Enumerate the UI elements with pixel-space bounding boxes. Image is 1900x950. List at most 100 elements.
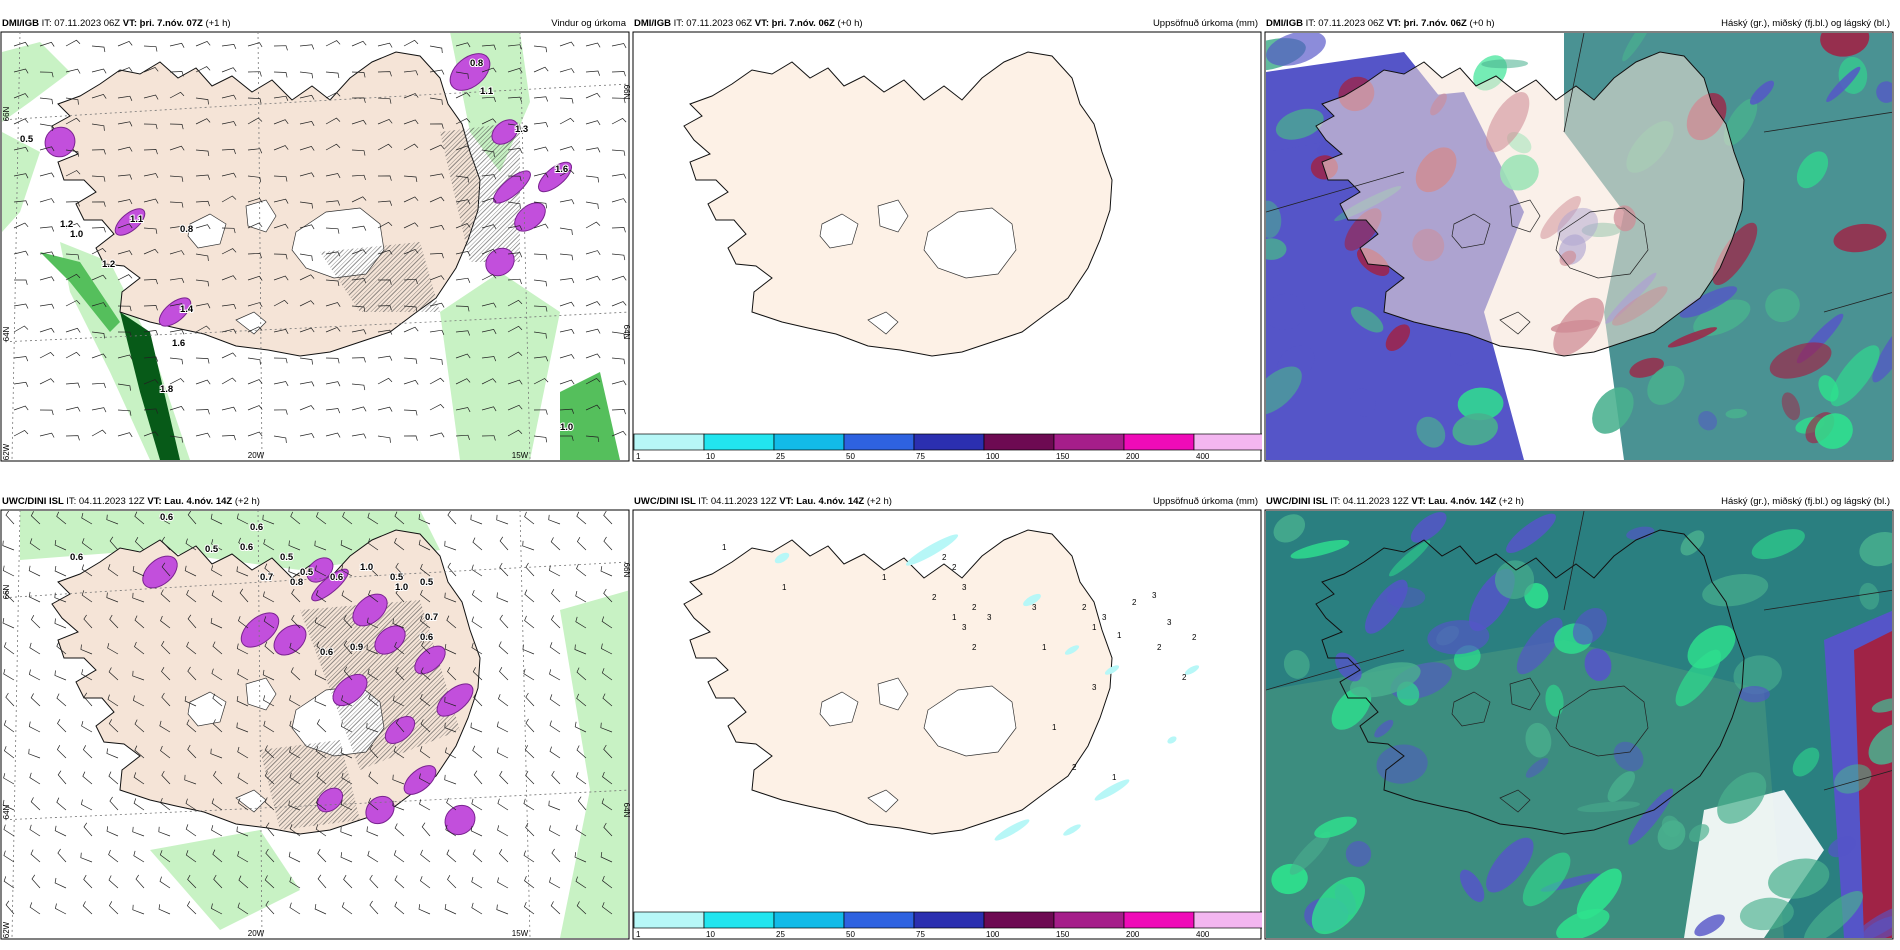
panel-cloud-dmi: DMI/IGB IT: 07.11.2023 06Z VT: þri. 7.nó… [1264, 12, 1894, 462]
precip-value: 1.3 [515, 124, 528, 135]
light-precip-areas [774, 534, 1200, 841]
precip-value: 2 [942, 553, 947, 562]
panel-accum-dmi: 1 10 25 50 75 100 150 200 400 DMI/IGB IT: 07.11.2… [632, 12, 1262, 462]
precip-value: 1 [1117, 631, 1122, 640]
map-frame [0, 31, 630, 462]
colorbar-label: 100 [986, 452, 1000, 461]
glacier-area [187, 213, 227, 249]
product-title: Uppsöfnuð úrkoma (mm) [1153, 18, 1258, 29]
latitude-label: 64N [622, 325, 630, 340]
model-name: DMI/IGB [2, 18, 42, 29]
precip-value: 1.8 [160, 384, 173, 395]
panel-header: UWC/DINI ISL IT: 04.11.2023 12Z VT: Lau.… [1266, 496, 1524, 507]
colorbar-label: 25 [776, 452, 785, 461]
precip-value: 0.9 [350, 642, 363, 653]
panel-accum-dini: 1 1 1 2 2 3 2 3 3 2 2 1 3 1 2 1 3 2 1 3 3 2 2 2 3 1 2 1 1 10 25 50 75 100… [632, 490, 1262, 940]
precip-value: 3 [962, 583, 967, 592]
glacier-area [245, 677, 277, 711]
precip-value: 1 [1092, 623, 1097, 632]
colorbar-label: 25 [776, 930, 785, 939]
colorbar-label: 400 [1196, 930, 1210, 939]
glacier-area [819, 691, 859, 727]
glacier-area [923, 207, 1017, 279]
glacier-area [819, 213, 859, 249]
graticule [2, 33, 628, 460]
latitude-label: 62W [2, 443, 11, 460]
init-time: IT: 07.11.2023 06Z [42, 18, 123, 29]
precip-value: 1 [952, 613, 957, 622]
panel-header: DMI/IGB IT: 07.11.2023 06Z VT: þri. 7.nó… [1266, 18, 1495, 29]
precip-value: 0.8 [180, 224, 193, 235]
precip-value-labels: 0.81.10.51.61.10.81.01.21.61.81.41.01.21… [19, 57, 574, 434]
precip-value: 1 [722, 543, 727, 552]
glacier-area [923, 685, 1017, 757]
colorbar: 1 10 25 50 75 100 150 200 400 [633, 911, 1262, 939]
colorbar-label: 75 [916, 930, 925, 939]
product-title: Vindur og úrkoma [551, 18, 627, 29]
glacier-area [877, 677, 909, 711]
precip-areas [20, 511, 628, 938]
model-name: UWC/DINI ISL [634, 496, 698, 507]
glacier-outline [1451, 691, 1491, 727]
colorbar-label: 1 [636, 452, 641, 461]
precip-value: 2 [972, 643, 977, 652]
graticule [2, 511, 628, 938]
valid-time: VT: Lau. 4.nóv. 14Z [779, 496, 866, 507]
valid-time: VT: Lau. 4.nóv. 14Z [147, 496, 234, 507]
latitude-label: 64N [622, 803, 630, 818]
lead-time: (+2 h) [1499, 496, 1524, 507]
glacier-outline [1499, 789, 1531, 813]
latitude-label: 62W [2, 921, 11, 938]
glacier-outline [1555, 207, 1649, 279]
colorbar-label: 200 [1126, 930, 1140, 939]
init-time: IT: 04.11.2023 12Z [698, 496, 779, 507]
cloud-cover-map: UWC/DINI ISL IT: 04.11.2023 12Z VT: Lau.… [1264, 496, 1894, 940]
map-frame [1264, 509, 1894, 940]
precip-value: 1 [1052, 723, 1057, 732]
colorbar-swatch [1123, 433, 1195, 451]
colorbar-label: 100 [986, 930, 1000, 939]
product-title: Háský (gr.), miðský (fj.bl.) og lágský (… [1721, 18, 1890, 29]
panel-header: DMI/IGB IT: 07.11.2023 06Z VT: þri. 7.nó… [634, 18, 863, 29]
init-time: IT: 07.11.2023 06Z [674, 18, 755, 29]
init-time: IT: 04.11.2023 12Z [1330, 496, 1411, 507]
hatched-area [440, 122, 520, 262]
colorbar-swatch [913, 911, 985, 929]
wind-precip-map: 0.81.10.51.61.10.81.01.21.61.81.41.01.21… [0, 18, 630, 462]
init-time: IT: 04.11.2023 12Z [66, 496, 147, 507]
colorbar-swatch [633, 911, 705, 929]
colorbar-swatch [913, 433, 985, 451]
lead-time: (+0 h) [837, 18, 862, 29]
colorbar: 1 10 25 50 75 100 150 200 400 [633, 433, 1262, 461]
longitude-label: 20W [248, 929, 265, 938]
precip-value: 1 [782, 583, 787, 592]
precip-value: 1 [882, 573, 887, 582]
product-title: Uppsöfnuð úrkoma (mm) [1153, 496, 1258, 507]
precip-value: 2 [1192, 633, 1197, 642]
glacier-area [867, 789, 899, 813]
precip-value: 0.5 [420, 577, 434, 588]
init-time: IT: 07.11.2023 06Z [1306, 18, 1387, 29]
colorbar-label: 75 [916, 452, 925, 461]
precip-value: 0.8 [470, 58, 483, 69]
panel-wind-dmi: 0.8 1.1 0.5 1.6 1.1 0.8 1.0 1.2 1.6 1.8 1.4 1.0 1.2 1… [0, 12, 630, 462]
precip-value: 0.5 [205, 544, 219, 555]
precip-value: 3 [987, 613, 992, 622]
iceland-outline [1315, 51, 1745, 357]
precip-value: 1.2 [60, 219, 73, 230]
colorbar-label: 10 [706, 930, 715, 939]
colorbar-label: 1 [636, 930, 641, 939]
longitude-label: 15W [512, 451, 529, 460]
colorbar-label: 50 [846, 930, 855, 939]
precip-value: 3 [1152, 591, 1157, 600]
precip-value: 2 [1182, 673, 1187, 682]
model-name: UWC/DINI ISL [2, 496, 66, 507]
precip-value: 1.6 [555, 164, 568, 175]
hatched-area [300, 600, 460, 770]
map-frame [0, 509, 630, 940]
boundary-lines [1266, 33, 1892, 313]
panel-header: UWC/DINI ISL IT: 04.11.2023 12Z VT: Lau.… [634, 496, 892, 507]
colorbar-swatch [1053, 433, 1125, 451]
glacier-area [235, 311, 267, 335]
